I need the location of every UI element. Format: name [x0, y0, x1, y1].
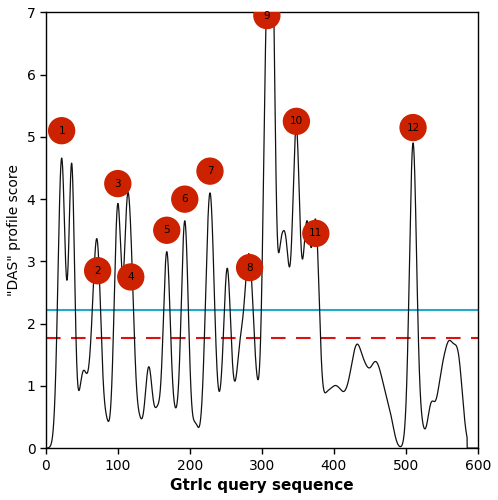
Ellipse shape [283, 108, 309, 134]
Ellipse shape [49, 118, 75, 144]
Ellipse shape [254, 2, 280, 29]
Text: 3: 3 [115, 178, 121, 188]
Text: 6: 6 [181, 194, 188, 204]
Text: 1: 1 [58, 126, 65, 136]
Text: 12: 12 [406, 122, 420, 132]
Text: 5: 5 [163, 226, 170, 235]
Text: 7: 7 [207, 166, 213, 176]
Text: 2: 2 [94, 266, 101, 276]
Text: 10: 10 [290, 116, 303, 126]
Ellipse shape [118, 264, 144, 290]
Text: 4: 4 [127, 272, 134, 282]
X-axis label: GtrIc query sequence: GtrIc query sequence [170, 478, 354, 493]
Ellipse shape [172, 186, 198, 212]
Ellipse shape [85, 258, 111, 283]
Text: 9: 9 [263, 10, 270, 20]
Y-axis label: "DAS" profile score: "DAS" profile score [7, 164, 21, 296]
Ellipse shape [400, 114, 426, 140]
Ellipse shape [303, 220, 329, 246]
Text: 8: 8 [247, 262, 253, 272]
Ellipse shape [237, 254, 262, 280]
Ellipse shape [197, 158, 223, 184]
Ellipse shape [154, 218, 180, 243]
Text: 11: 11 [309, 228, 323, 238]
Ellipse shape [105, 170, 131, 196]
